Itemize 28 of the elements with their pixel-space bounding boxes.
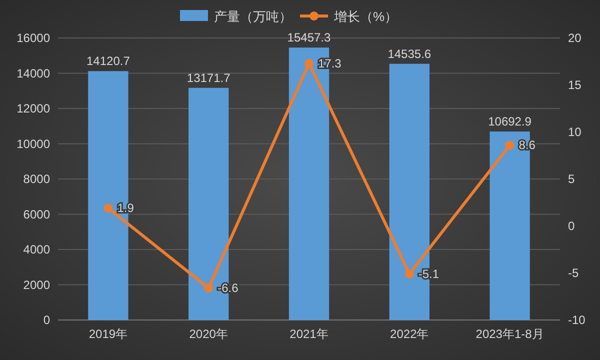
data-label: 14120.7 (86, 54, 130, 68)
y-tick-label: 4000 (23, 242, 50, 256)
x-tick-label: 2019年 (88, 327, 128, 341)
y2-tick-label: -10 (568, 313, 586, 327)
data-label: 13171.7 (186, 70, 231, 85)
y2-tick-label: 10 (568, 125, 582, 139)
y-tick-label: 2000 (23, 278, 50, 292)
y2-tick-label: 20 (568, 31, 582, 45)
y-tick-label: 16000 (16, 31, 50, 45)
legend-label: 增长（%） (333, 9, 398, 24)
legend-label: 产量（万吨） (214, 9, 292, 24)
y2-tick-label: -5 (568, 266, 579, 280)
y-tick-label: 10000 (16, 136, 50, 151)
x-tick-label: 2021年 (290, 327, 328, 341)
x-tick-label: 2020年 (189, 327, 228, 341)
data-label: 15457.3 (287, 30, 332, 45)
y2-tick-label: 5 (568, 172, 575, 186)
x-tick-label: 2023年1-8月 (476, 327, 544, 341)
y-tick-label: 12000 (16, 102, 50, 116)
data-label: 10692.9 (488, 114, 532, 129)
data-label: 14535.6 (388, 46, 432, 61)
y2-tick-label: 0 (568, 219, 575, 233)
y-tick-label: 14000 (16, 66, 50, 80)
y-tick-label: 6000 (23, 207, 50, 222)
y2-tick-label: 15 (568, 78, 582, 92)
y-tick-label: 8000 (23, 172, 50, 186)
x-tick-label: 2022年 (390, 327, 429, 341)
y-tick-label: 0 (43, 313, 50, 327)
